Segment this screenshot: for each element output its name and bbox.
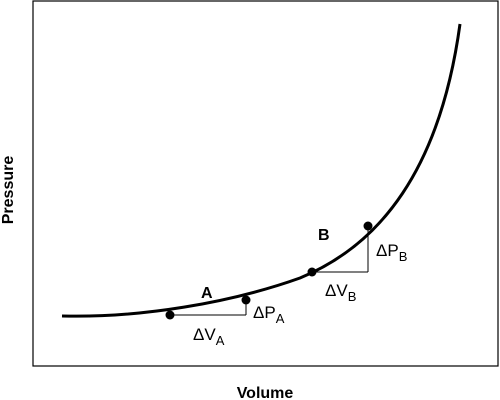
point-b-start-marker [307, 267, 317, 277]
point-a-start-marker [165, 310, 175, 320]
delta-v-a-label: ΔVA [193, 325, 225, 348]
point-b-label: B [318, 227, 330, 244]
delta-v-b-subscript: B [348, 289, 357, 304]
delta-v-b-symbol: ΔV [325, 281, 348, 300]
plot-frame [32, 0, 499, 367]
delta-p-b-symbol: ΔP [376, 241, 399, 260]
point-b-end-marker [363, 221, 373, 231]
pressure-volume-curve [61, 23, 462, 318]
point-a-label: A [201, 285, 213, 302]
delta-v-b-label: ΔVB [325, 281, 356, 304]
y-axis-title: Pressure [0, 156, 17, 225]
delta-p-b-subscript: B [399, 249, 408, 264]
point-a-end-marker [241, 295, 251, 305]
delta-v-a-symbol: ΔV [193, 325, 216, 344]
delta-v-a-subscript: A [216, 333, 225, 348]
x-axis-title: Volume [237, 385, 294, 400]
delta-p-a-subscript: A [276, 311, 285, 326]
delta-p-b-label: ΔPB [376, 241, 407, 264]
delta-p-a-symbol: ΔP [253, 303, 276, 322]
delta-p-a-label: ΔPA [253, 303, 285, 326]
slope-triangle-b [312, 226, 369, 273]
